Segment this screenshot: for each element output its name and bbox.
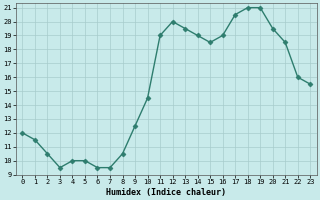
X-axis label: Humidex (Indice chaleur): Humidex (Indice chaleur) — [106, 188, 226, 197]
